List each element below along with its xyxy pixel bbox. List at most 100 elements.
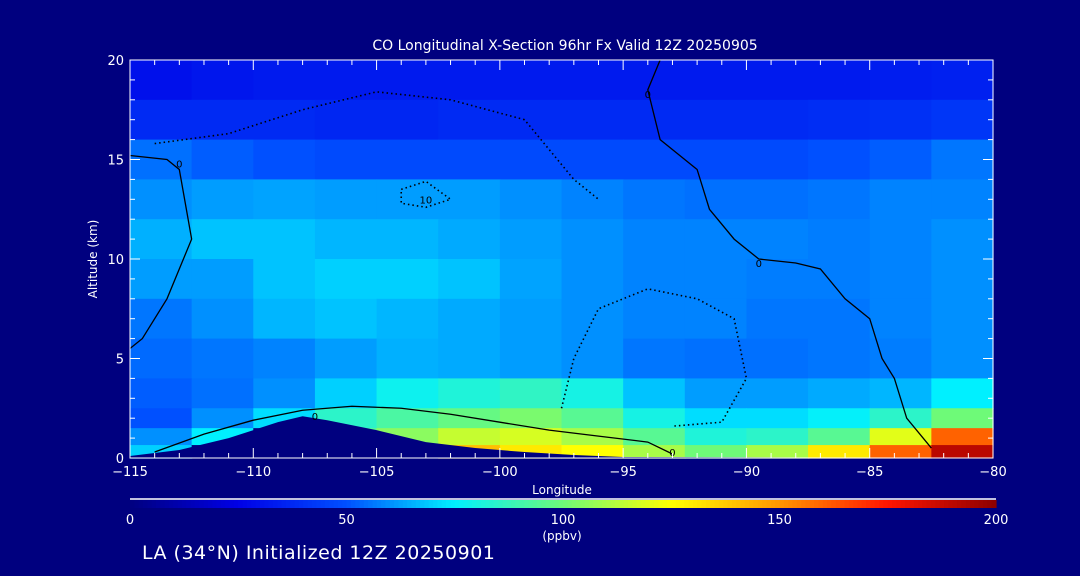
y-tick-label: 5 bbox=[116, 353, 124, 368]
heatmap-cell bbox=[253, 338, 316, 379]
contour-line bbox=[154, 405, 673, 455]
heatmap-cell bbox=[130, 259, 193, 300]
heatmap-cell bbox=[253, 139, 316, 180]
colorbar-segment bbox=[177, 500, 183, 508]
colorbar-segment bbox=[255, 500, 261, 508]
heatmap-cell bbox=[623, 60, 686, 101]
colorbar-segment bbox=[831, 500, 837, 508]
heatmap-cell bbox=[869, 428, 932, 446]
heatmap-cell bbox=[931, 378, 994, 409]
colorbar-segment bbox=[246, 500, 252, 508]
colorbar-segment bbox=[606, 500, 612, 508]
colorbar-segment bbox=[727, 500, 733, 508]
heatmap-cell bbox=[684, 378, 748, 409]
colorbar-segment bbox=[718, 500, 724, 508]
colorbar-segment bbox=[913, 500, 919, 508]
heatmap-cell bbox=[191, 219, 254, 260]
colorbar-segment bbox=[290, 500, 296, 508]
colorbar-segment bbox=[359, 500, 365, 508]
colorbar-segment bbox=[515, 500, 521, 508]
contour-line bbox=[154, 91, 599, 200]
colorbar-segment bbox=[450, 500, 456, 508]
colorbar-segment bbox=[922, 500, 928, 508]
heatmap-cell bbox=[684, 99, 748, 141]
colorbar-segment bbox=[814, 500, 820, 508]
heatmap-cell bbox=[746, 298, 809, 340]
colorbar-segment bbox=[264, 500, 270, 508]
heatmap-cell bbox=[808, 60, 871, 101]
colorbar-segment bbox=[792, 500, 798, 508]
heatmap-cell bbox=[438, 99, 501, 141]
colorbar-segment bbox=[376, 500, 382, 508]
colorbar-segment bbox=[961, 500, 967, 508]
heatmap-cell bbox=[438, 259, 501, 300]
colorbar-tick-label: 150 bbox=[767, 513, 792, 528]
x-tick-label: −100 bbox=[482, 465, 518, 480]
heatmap-cell bbox=[746, 259, 809, 300]
colorbar-segment bbox=[580, 500, 586, 508]
colorbar-segment bbox=[398, 500, 404, 508]
colorbar-segment bbox=[463, 500, 469, 508]
heatmap-cell bbox=[869, 139, 932, 180]
colorbar-segment bbox=[974, 500, 980, 508]
colorbar-segment bbox=[437, 500, 443, 508]
colorbar-segment bbox=[593, 500, 599, 508]
colorbar-segment bbox=[662, 500, 668, 508]
colorbar-segment bbox=[242, 500, 248, 508]
colorbar-segment bbox=[939, 500, 945, 508]
colorbar-segment bbox=[298, 500, 304, 508]
heatmap-cell bbox=[130, 179, 193, 220]
colorbar-segment bbox=[528, 500, 534, 508]
colorbar-segment bbox=[571, 500, 577, 508]
colorbar-segment bbox=[762, 500, 768, 508]
heatmap-cell bbox=[931, 408, 994, 429]
colorbar-segment bbox=[770, 500, 776, 508]
colorbar-segment bbox=[944, 500, 949, 508]
heatmap-cell bbox=[561, 259, 624, 300]
heatmap-cell bbox=[684, 428, 748, 446]
heatmap-cell bbox=[561, 99, 624, 141]
x-tick-label: −115 bbox=[112, 465, 148, 480]
heatmap-cell bbox=[623, 338, 686, 379]
heatmap-cell bbox=[561, 428, 624, 446]
heatmap-cell bbox=[499, 99, 563, 141]
colorbar-segment bbox=[978, 500, 984, 508]
colorbar-segment bbox=[883, 500, 889, 508]
colorbar-segment bbox=[766, 500, 772, 508]
colorbar-segment bbox=[251, 500, 257, 508]
colorbar-segment bbox=[640, 500, 646, 508]
colorbar-segment bbox=[675, 500, 681, 508]
heatmap-cell bbox=[931, 298, 994, 340]
heatmap-cell bbox=[561, 408, 624, 429]
colorbar-segment bbox=[342, 500, 348, 508]
x-tick-label: −105 bbox=[359, 465, 395, 480]
heatmap-cell bbox=[746, 408, 809, 429]
heatmap-cell bbox=[499, 338, 563, 379]
heatmap-cell bbox=[623, 99, 686, 141]
heatmap-cell bbox=[130, 139, 193, 180]
contour-label: 0 bbox=[756, 259, 762, 270]
heatmap-cell bbox=[869, 338, 932, 379]
heatmap-cell bbox=[499, 60, 563, 101]
heatmap-cell bbox=[623, 378, 686, 409]
heatmap-cell bbox=[314, 378, 378, 409]
colorbar-segment bbox=[489, 500, 495, 508]
heatmap-cell bbox=[623, 139, 686, 180]
heatmap-cell bbox=[869, 60, 932, 101]
colorbar-segment bbox=[848, 500, 854, 508]
colorbar-segment bbox=[757, 500, 763, 508]
heatmap-cell bbox=[746, 99, 809, 141]
heatmap-cell bbox=[623, 408, 686, 429]
colorbar-segment bbox=[168, 500, 174, 508]
colorbar-segment bbox=[692, 500, 698, 508]
colorbar-segment bbox=[775, 500, 781, 508]
colorbar-segment bbox=[701, 500, 707, 508]
heatmap-cell bbox=[684, 219, 748, 260]
heatmap-cell bbox=[931, 259, 994, 300]
heatmap-cell bbox=[746, 428, 809, 446]
colorbar-segment bbox=[186, 500, 192, 508]
colorbar-tick-label: 200 bbox=[984, 513, 1009, 528]
heatmap-cell bbox=[808, 428, 871, 446]
colorbar-segment bbox=[220, 500, 226, 508]
